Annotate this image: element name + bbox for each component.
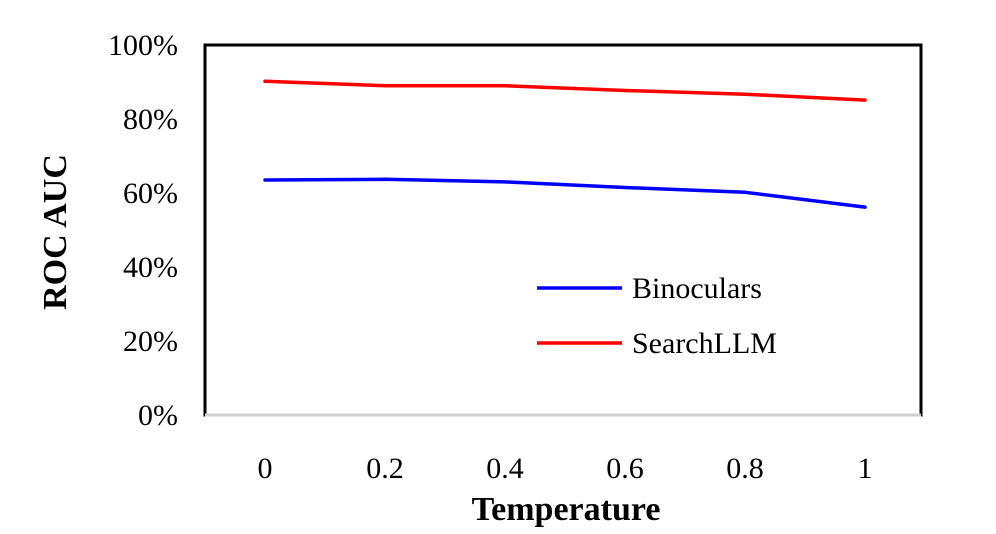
y-tick-label: 0% <box>138 399 178 432</box>
legend-label-searchllm: SearchLLM <box>632 327 777 360</box>
x-tick-label: 0.6 <box>606 452 644 485</box>
y-tick-label: 20% <box>123 325 178 358</box>
x-tick-label: 0.2 <box>366 452 404 485</box>
plot-area <box>203 43 923 417</box>
legend: Binoculars SearchLLM <box>537 272 777 360</box>
x-tick-label: 0 <box>258 452 273 485</box>
y-tick-label: 100% <box>108 29 178 62</box>
y-tick-label: 60% <box>123 177 178 210</box>
x-tick-label: 1 <box>858 452 873 485</box>
series-line-searchllm <box>263 79 867 102</box>
series-line-binoculars <box>263 177 867 209</box>
y-tick-label: 40% <box>123 251 178 284</box>
x-axis-title: Temperature <box>472 491 661 528</box>
legend-label-binoculars: Binoculars <box>632 272 762 305</box>
series-lines <box>263 79 867 209</box>
y-tick-labels: 0% 20% 40% 60% 80% 100% <box>108 29 178 432</box>
y-axis-title: ROC AUC <box>37 154 74 310</box>
x-tick-label: 0.4 <box>486 452 524 485</box>
x-tick-labels: 0 0.2 0.4 0.6 0.8 1 <box>258 452 873 485</box>
y-tick-label: 80% <box>123 103 178 136</box>
x-tick-label: 0.8 <box>726 452 764 485</box>
